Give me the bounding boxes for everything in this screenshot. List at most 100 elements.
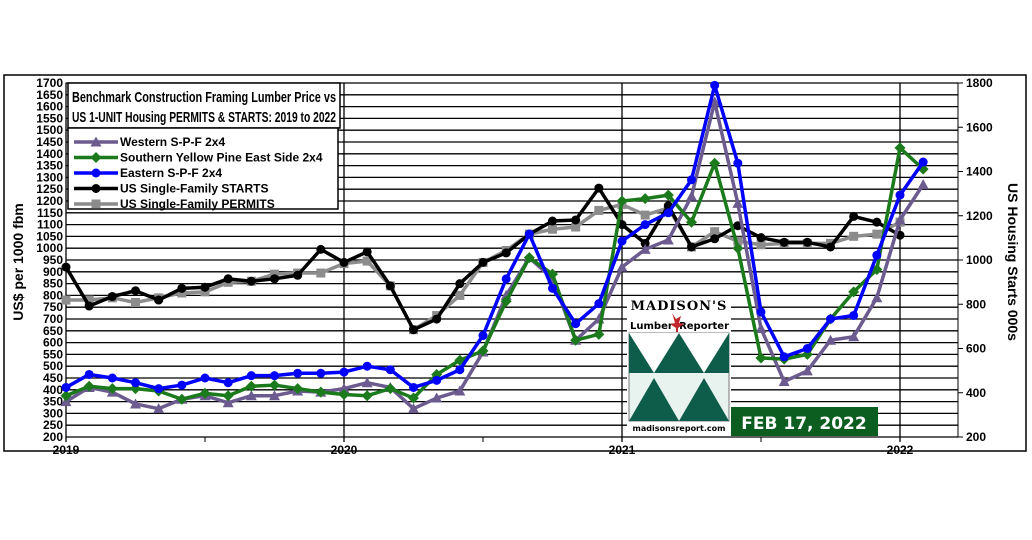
data-point [548,224,557,234]
data-point [639,243,651,254]
data-point [848,331,860,342]
y-left-tick-label: 900 [43,265,63,279]
data-point [385,281,395,291]
y-left-tick-label: 400 [43,383,63,397]
data-point [756,233,766,243]
data-point [338,383,350,394]
data-point [154,295,164,305]
data-point [61,295,71,305]
title-box: Benchmark Construction Framing Lumber Pr… [67,82,341,129]
data-point [523,252,535,264]
data-point [548,216,557,226]
data-point [779,237,789,247]
data-point [500,295,512,307]
data-point [571,222,581,232]
data-point [432,375,442,385]
data-point [640,238,650,248]
data-point [154,384,164,394]
data-point [571,319,581,329]
data-point [131,286,140,296]
y-left-tick-label: 550 [43,347,63,361]
y-right-tick-label: 1400 [966,165,993,179]
y-left-tick-label: 800 [43,288,63,302]
data-point [200,373,210,383]
legend-label: Southern Yellow Pine East Side 2x4 [120,151,323,165]
y-left-tick-label: 250 [43,418,63,432]
data-point [872,217,882,227]
data-point [384,383,396,395]
data-point [802,344,812,353]
data-point [432,314,442,324]
logo-lumber: Lumber [630,321,673,332]
data-point [107,292,117,302]
data-point [594,183,604,193]
data-point [849,310,859,320]
y-left-tick-label: 1000 [36,241,63,255]
y-left-tick-label: 300 [43,406,63,420]
y-left-tick-label: 1200 [36,194,63,208]
data-point [246,371,256,381]
y-right-tick-label: 1200 [966,209,993,223]
data-point [84,369,94,379]
data-point [640,210,650,220]
data-point [687,242,696,252]
logo-title: MADISON'S [631,299,728,314]
data-point [454,385,466,396]
y-left-tick-label: 1100 [37,218,63,232]
data-point [200,287,210,297]
data-point [778,376,790,387]
data-point [826,314,835,324]
data-point [246,276,256,286]
data-point [106,383,118,395]
data-point [501,248,511,258]
data-point [293,368,303,378]
data-point [385,365,395,375]
data-point [177,380,187,390]
data-point [362,361,372,371]
data-point [131,378,140,388]
data-point [756,307,766,317]
y-left-tick-label: 1500 [36,123,63,137]
data-point [200,282,210,292]
data-point [153,403,165,414]
data-point [710,80,720,90]
data-point [478,257,488,267]
data-point [872,250,882,260]
y-left-tick-label: 700 [43,312,63,326]
data-point [756,240,766,250]
data-point [732,197,744,208]
data-point [455,290,465,300]
data-point [755,322,767,333]
data-point [223,378,233,388]
y-left-tick-label: 450 [43,371,63,385]
data-point [733,158,743,168]
data-point [501,274,511,284]
data-point [60,390,72,402]
data-point [570,334,582,346]
data-point [733,236,743,246]
y-left-tick-label: 750 [43,300,63,314]
data-point [361,377,373,388]
y-right-tick-label: 1000 [966,253,993,267]
data-point [270,269,279,279]
y-left-tick-label: 1050 [36,229,63,243]
data-point [176,393,188,405]
data-point [61,382,71,392]
data-point [849,211,859,221]
legend-item: Eastern S-P-F 2x4 [74,166,222,180]
data-point [709,157,721,169]
x-tick-label: 2019 [53,443,80,457]
data-point [594,299,604,309]
y-left-tick-label: 650 [43,324,63,338]
data-point [177,288,187,298]
data-point [872,229,882,239]
data-point [361,390,373,402]
y-axis-left-label: US$ per 1000 fbm [10,203,26,321]
legend-marker [91,199,101,209]
data-point [339,367,349,377]
data-point [617,236,627,246]
data-point [455,279,465,289]
data-point [222,390,234,402]
data-point [270,371,279,381]
